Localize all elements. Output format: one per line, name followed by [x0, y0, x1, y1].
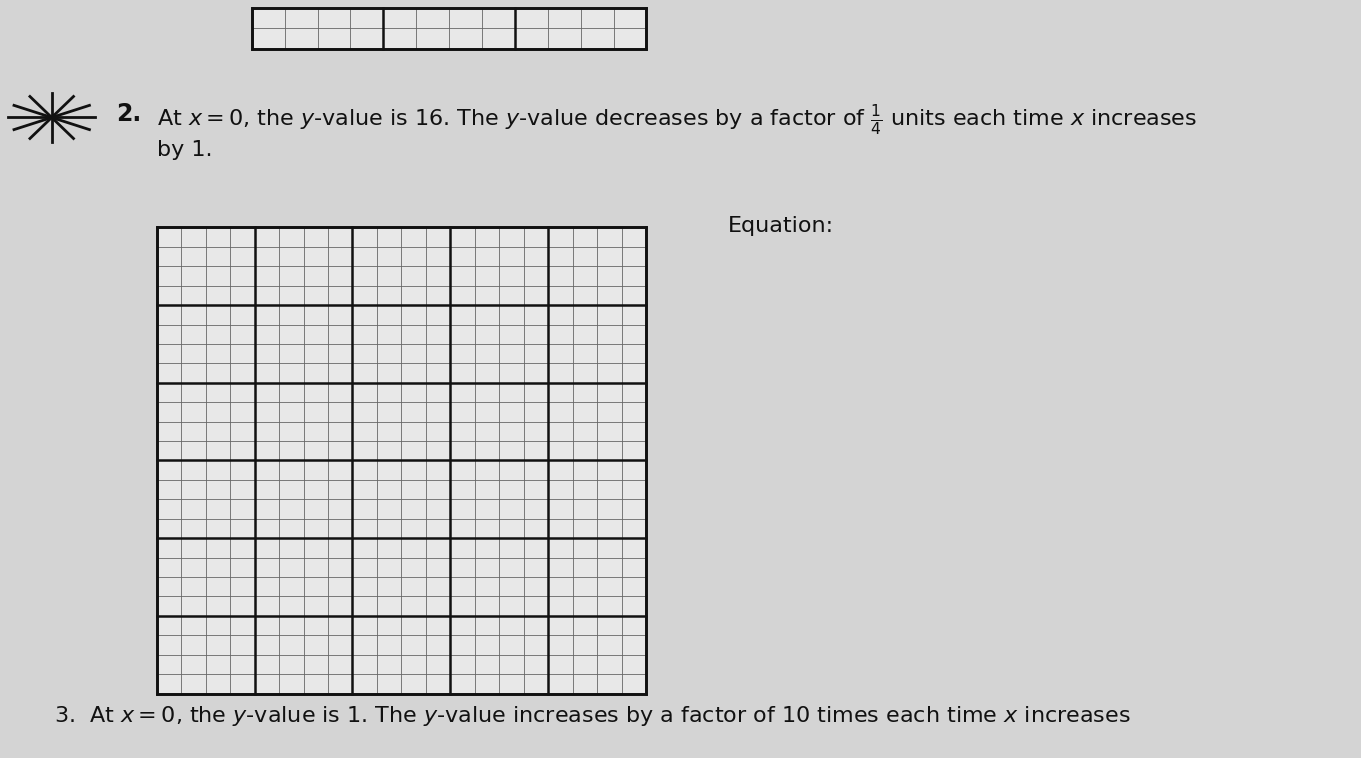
Bar — [157, 227, 646, 694]
Text: At $x = 0$, the $y$-value is 16. The $y$-value decreases by a factor of $\frac{1: At $x = 0$, the $y$-value is 16. The $y$… — [157, 102, 1196, 161]
Bar — [252, 8, 646, 49]
Bar — [157, 227, 646, 694]
Text: Equation:: Equation: — [728, 216, 834, 236]
Bar — [252, 8, 646, 49]
Text: 2.: 2. — [116, 102, 142, 127]
Text: 3.  At $x = 0$, the $y$-value is 1. The $y$-value increases by a factor of 10 ti: 3. At $x = 0$, the $y$-value is 1. The $… — [54, 703, 1131, 728]
